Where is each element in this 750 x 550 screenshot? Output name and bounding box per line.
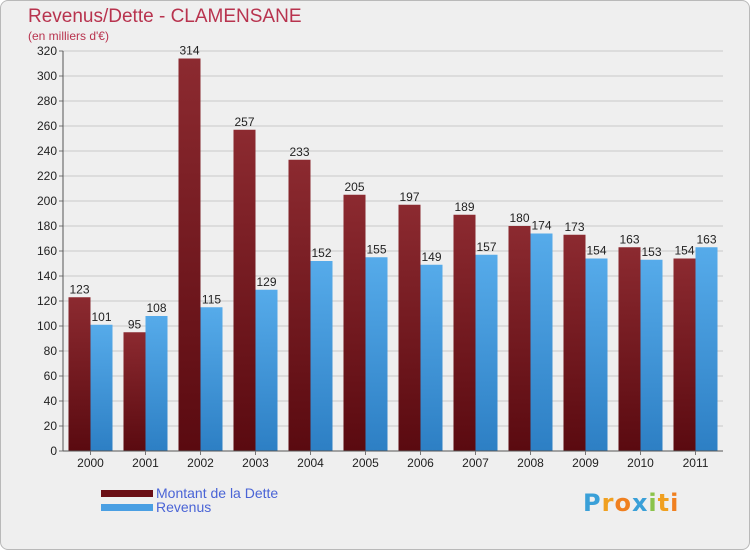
revenus-bar-2000 <box>90 324 113 451</box>
revenus-value-label-2004: 152 <box>311 246 331 260</box>
x-axis: 2000 2001 2002 2003 2004 2005 2006 2007 2008 2009… <box>63 450 723 470</box>
revenus-bar-2011 <box>695 247 718 451</box>
grid-lines <box>63 50 723 452</box>
debt-bar-2000 <box>68 297 91 451</box>
debt-value-label-2005: 205 <box>344 180 364 194</box>
y-tick-label-40: 40 <box>44 394 58 408</box>
logo-letter: i <box>648 489 658 517</box>
revenus-value-label-2003: 129 <box>256 275 276 289</box>
revenus-value-label-2011: 163 <box>696 232 716 246</box>
y-tick-label-140: 140 <box>37 269 57 283</box>
legend-swatch-revenus <box>101 504 153 511</box>
debt-bar-2007 <box>453 214 476 451</box>
debt-value-label-2004: 233 <box>289 145 309 159</box>
y-tick-label-20: 20 <box>44 419 58 433</box>
revenus-bar-2006 <box>420 264 443 451</box>
y-tick-label-120: 120 <box>37 294 57 308</box>
debt-bar-2010 <box>618 247 641 451</box>
debt-value-label-2011: 154 <box>674 244 694 258</box>
debt-value-label-2006: 197 <box>399 190 419 204</box>
revenus-value-label-2000: 101 <box>91 310 111 324</box>
debt-bar-2002 <box>178 58 201 451</box>
logo-letter: o <box>614 489 632 517</box>
y-tick-label-240: 240 <box>37 144 57 158</box>
revenus-bar-2007 <box>475 254 498 451</box>
revenus-bar-2001 <box>145 316 168 451</box>
y-tick-label-60: 60 <box>44 369 58 383</box>
debt-value-label-2007: 189 <box>454 200 474 214</box>
revenus-value-label-2010: 153 <box>641 245 661 259</box>
chart-title: Revenus/Dette - CLAMENSANE <box>28 6 302 27</box>
logo-letter: r <box>601 489 615 517</box>
y-tick-label-0: 0 <box>50 444 57 458</box>
y-tick-label-300: 300 <box>37 69 57 83</box>
debt-bar-2008 <box>508 226 531 451</box>
revenus-bar-2005 <box>365 257 388 451</box>
y-tick-label-80: 80 <box>44 344 58 358</box>
x-tick-label-2005: 2005 <box>352 456 379 470</box>
revenus-value-label-2005: 155 <box>366 242 386 256</box>
debt-value-label-2003: 257 <box>234 115 254 129</box>
y-tick-label-100: 100 <box>37 319 57 333</box>
debt-value-label-2000: 123 <box>69 282 89 296</box>
revenus-value-label-2002: 115 <box>202 292 221 306</box>
y-axis: 0 20 40 60 80 100 120 140 160 180 200 220 240 260 280 3… <box>37 44 64 458</box>
x-tick-label-2003: 2003 <box>242 456 269 470</box>
x-tick-label-2000: 2000 <box>77 456 104 470</box>
y-tick-label-180: 180 <box>37 219 57 233</box>
y-tick-label-320: 320 <box>37 44 57 58</box>
x-tick-label-2010: 2010 <box>627 456 654 470</box>
debt-value-label-2010: 163 <box>619 232 639 246</box>
y-tick-label-160: 160 <box>37 244 57 258</box>
legend-swatch-debt <box>101 490 153 497</box>
logo-letter: x <box>631 489 649 517</box>
x-tick-label-2009: 2009 <box>572 456 599 470</box>
revenus-bar-2010 <box>640 259 663 451</box>
revenus-value-label-2006: 149 <box>421 250 441 264</box>
debt-bar-2001 <box>123 332 146 451</box>
y-tick-label-260: 260 <box>37 119 57 133</box>
debt-bar-2011 <box>673 258 696 451</box>
revenus-value-label-2008: 174 <box>531 219 551 233</box>
logo-letter: t <box>657 489 671 517</box>
revenus-bar-2002 <box>200 307 223 451</box>
x-tick-label-2006: 2006 <box>407 456 434 470</box>
logo-letter: i <box>670 489 680 517</box>
debt-value-label-2008: 180 <box>509 211 529 225</box>
y-tick-label-200: 200 <box>37 194 57 208</box>
revenus-bar-2004 <box>310 261 333 451</box>
x-tick-label-2002: 2002 <box>187 456 214 470</box>
revenus-value-label-2007: 157 <box>476 240 496 254</box>
debt-bar-2005 <box>343 194 366 451</box>
debt-bar-2004 <box>288 159 311 451</box>
revenus-value-label-2009: 154 <box>586 244 606 258</box>
debt-value-label-2001: 95 <box>128 317 142 331</box>
legend-label-debt: Montant de la Dette <box>156 485 279 501</box>
y-tick-label-220: 220 <box>37 169 57 183</box>
x-tick-label-2001: 2001 <box>132 456 159 470</box>
revenus-bar-2003 <box>255 289 278 451</box>
debt-value-label-2002: 314 <box>179 44 199 58</box>
chart-subtitle: (en milliers d'€) <box>28 29 109 43</box>
debt-value-label-2009: 173 <box>564 220 584 234</box>
y-tick-label-280: 280 <box>37 94 57 108</box>
x-tick-label-2008: 2008 <box>517 456 544 470</box>
revenus-value-label-2001: 108 <box>146 301 166 315</box>
debt-bar-2006 <box>398 204 421 451</box>
debt-bar-2009 <box>563 234 586 451</box>
legend-label-revenus: Revenus <box>156 499 212 515</box>
proxiti-logo: Proxiti <box>583 489 679 517</box>
x-tick-label-2007: 2007 <box>462 456 489 470</box>
revenus-bar-2008 <box>530 233 553 451</box>
logo-letter: P <box>583 489 602 517</box>
debt-bar-2003 <box>233 129 256 451</box>
x-tick-label-2011: 2011 <box>683 456 709 470</box>
x-tick-label-2004: 2004 <box>297 456 324 470</box>
revenus-bar-2009 <box>585 258 608 451</box>
